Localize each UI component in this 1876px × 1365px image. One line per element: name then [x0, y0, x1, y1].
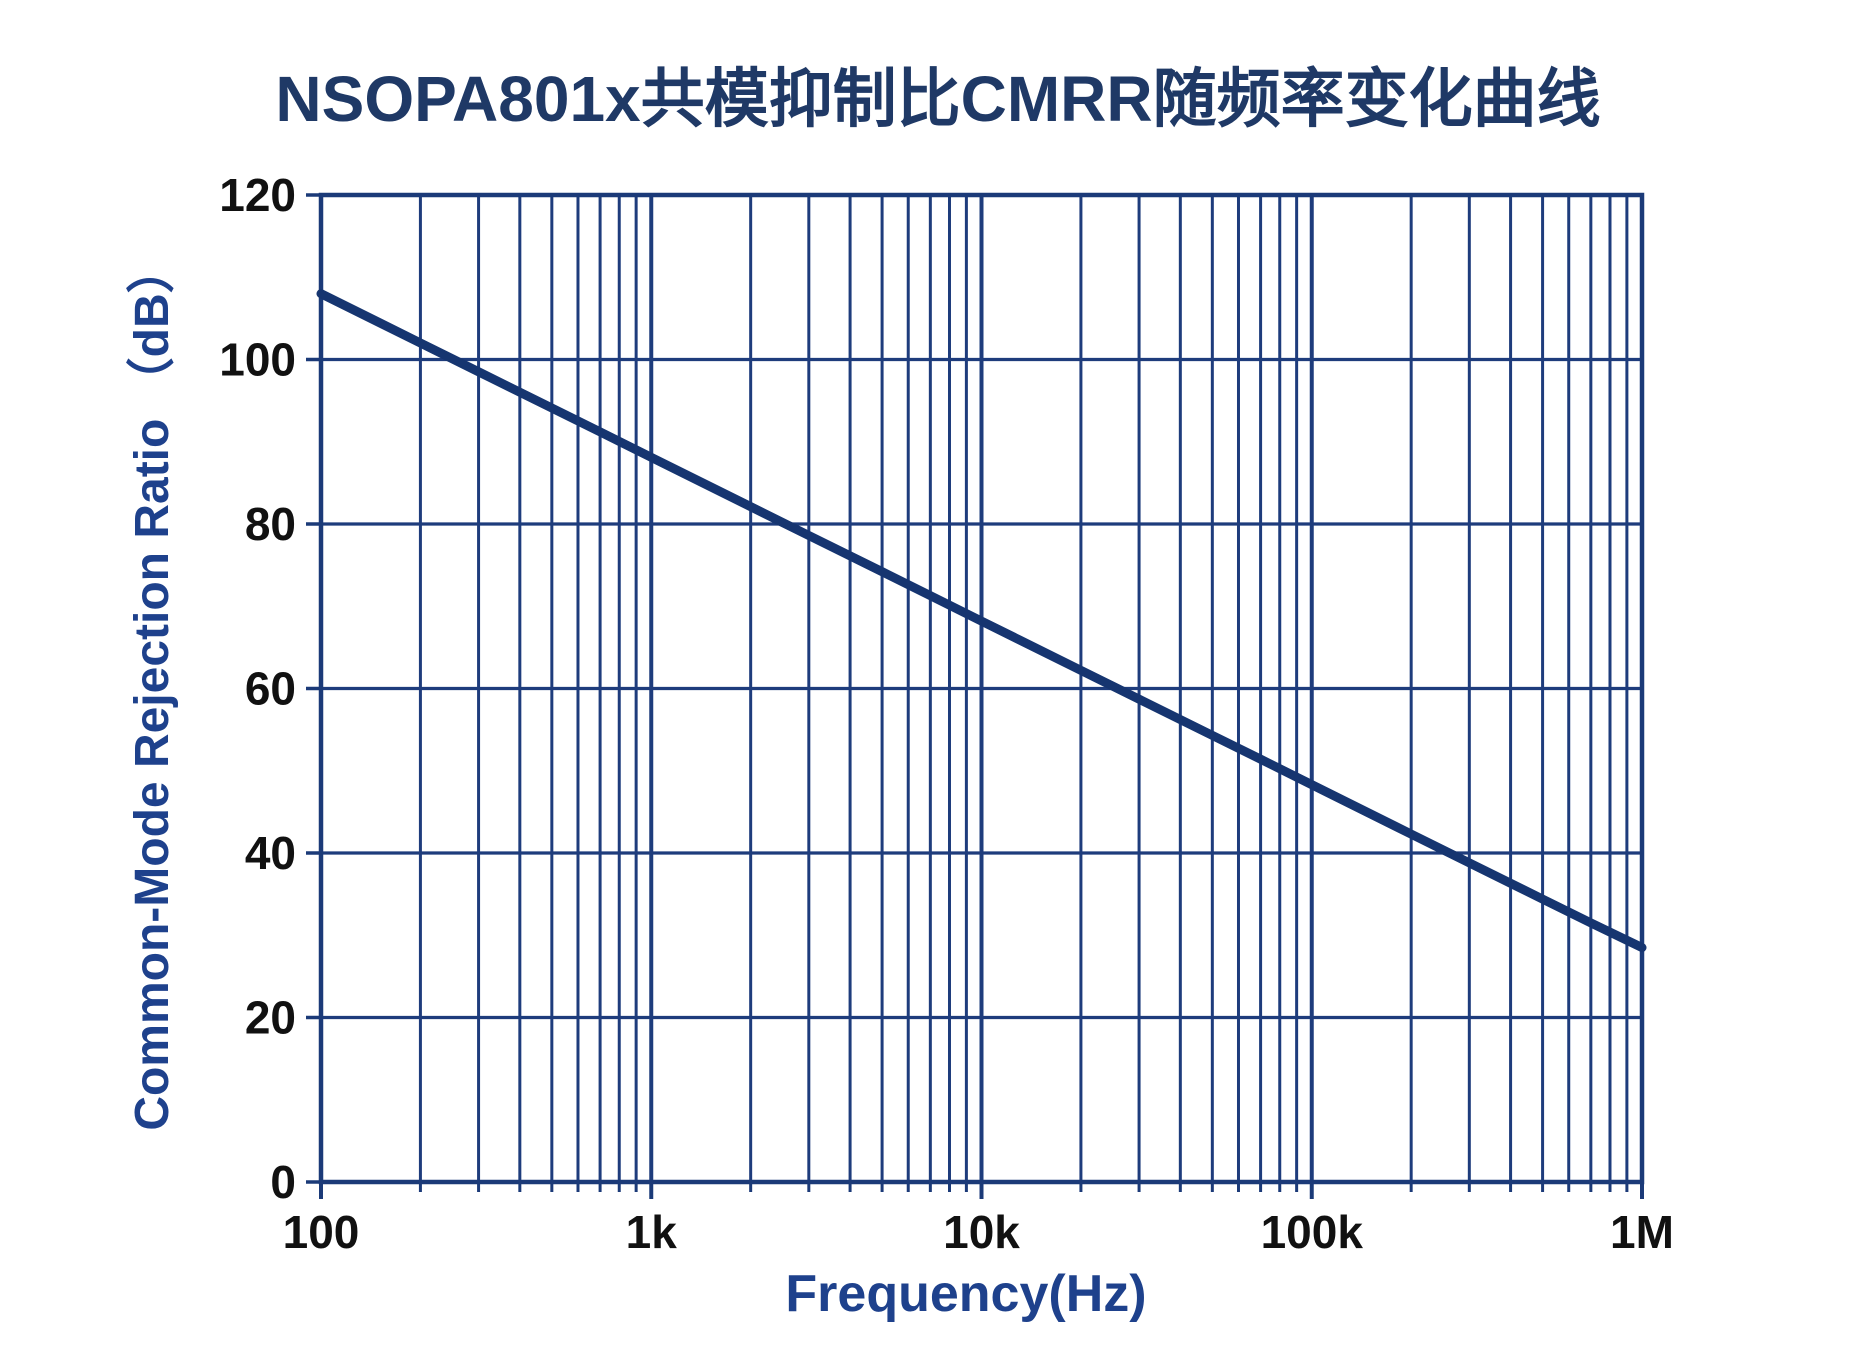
cmrr-curve	[316, 289, 1647, 953]
plot-frame	[318, 192, 1645, 1185]
y-tick-label: 0	[270, 1156, 296, 1208]
y-tick-label: 120	[219, 169, 296, 221]
tick-labels: 0 20 40 60 80 100 120 100 1k 10k 100k 1M	[219, 169, 1674, 1258]
y-tick-label: 80	[245, 498, 296, 550]
x-tick-label: 10k	[943, 1206, 1020, 1258]
y-tick-label: 40	[245, 827, 296, 879]
x-tick-label: 100	[283, 1206, 360, 1258]
y-axis-label: Common-Mode Rejection Ratio （dB）	[126, 245, 179, 1130]
plot-frame-rect	[318, 192, 1645, 1185]
x-tick-label: 1M	[1610, 1206, 1674, 1258]
axis-ticks	[306, 193, 1644, 1199]
chart-title: NSOPA801x共模抑制比CMRR随频率变化曲线	[275, 63, 1600, 135]
y-tick-label: 20	[245, 992, 296, 1044]
x-tick-label: 1k	[626, 1206, 678, 1258]
y-tick-label: 100	[219, 334, 296, 386]
grid-lines	[321, 195, 1642, 1182]
x-tick-label: 100k	[1261, 1206, 1364, 1258]
x-axis-label: Frequency(Hz)	[785, 1265, 1146, 1323]
y-tick-label: 60	[245, 663, 296, 715]
